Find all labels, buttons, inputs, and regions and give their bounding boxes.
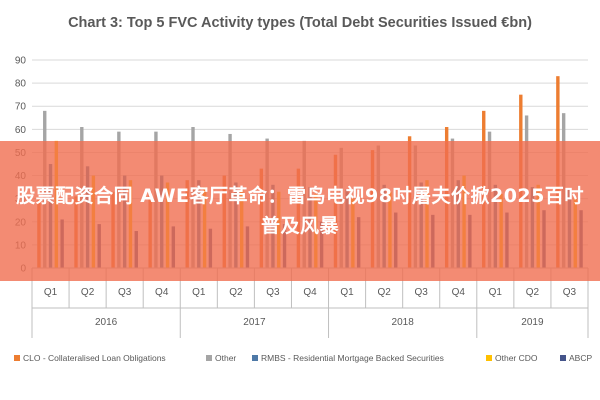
chart-title: Chart 3: Top 5 FVC Activity types (Total… [68, 15, 532, 31]
legend-label: Other [215, 353, 236, 363]
year-label: 2017 [243, 317, 266, 328]
y-tick-label: 60 [15, 125, 27, 136]
legend-swatch [252, 355, 258, 361]
legend-swatch [14, 355, 20, 361]
y-tick-label: 90 [15, 56, 27, 67]
y-tick-label: 70 [15, 102, 27, 113]
legend: CLO - Collateralised Loan Obligations Oth… [14, 353, 592, 363]
x-tick-label: Q1 [489, 287, 503, 298]
x-tick-label: Q2 [377, 287, 391, 298]
legend-label: CLO - Collateralised Loan Obligations [23, 353, 166, 363]
banner-text: 股票配资合同 AWE客厅革命：雷鸟电视98吋屠夫价掀2025百吋普及风暴 [16, 185, 584, 237]
x-tick-label: Q1 [44, 287, 58, 298]
x-tick-label: Q3 [118, 287, 132, 298]
year-label: 2019 [521, 317, 544, 328]
x-tick-label: Q1 [192, 287, 206, 298]
x-tick-label: Q2 [81, 287, 95, 298]
y-tick-label: 80 [15, 79, 27, 90]
legend-swatch [206, 355, 212, 361]
legend-label: RMBS - Residential Mortgage Backed Secur… [261, 353, 444, 363]
x-tick-label: Q4 [452, 287, 466, 298]
x-tick-label: Q1 [340, 287, 354, 298]
x-tick-label: Q4 [303, 287, 317, 298]
x-tick-label: Q3 [415, 287, 429, 298]
year-label: 2018 [392, 317, 415, 328]
x-tick-label: Q3 [563, 287, 577, 298]
x-tick-label: Q2 [526, 287, 540, 298]
x-tick-label: Q3 [266, 287, 280, 298]
year-label: 2016 [95, 317, 118, 328]
legend-label: ABCP [569, 353, 592, 363]
overlay-banner[interactable]: 股票配资合同 AWE客厅革命：雷鸟电视98吋屠夫价掀2025百吋普及风暴 [0, 141, 600, 281]
legend-swatch [486, 355, 492, 361]
legend-label: Other CDO [495, 353, 538, 363]
legend-swatch [560, 355, 566, 361]
x-tick-label: Q4 [155, 287, 169, 298]
x-tick-label: Q2 [229, 287, 243, 298]
